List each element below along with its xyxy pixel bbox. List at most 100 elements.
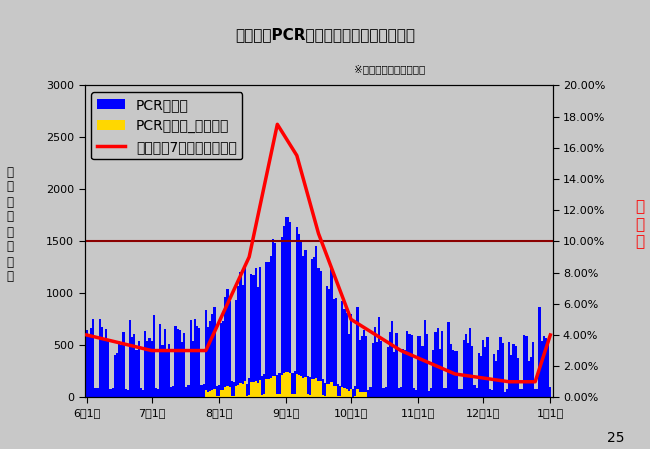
- Bar: [96, 388, 99, 397]
- Bar: [287, 372, 289, 397]
- Bar: [536, 389, 538, 397]
- Bar: [393, 352, 395, 397]
- Bar: [365, 392, 367, 397]
- Bar: [413, 388, 415, 397]
- Bar: [220, 390, 222, 397]
- Bar: [285, 217, 287, 397]
- Bar: [350, 389, 352, 397]
- Bar: [148, 338, 151, 397]
- Bar: [543, 336, 545, 397]
- Bar: [434, 332, 437, 397]
- Bar: [313, 379, 315, 397]
- Bar: [296, 227, 298, 397]
- Bar: [272, 375, 274, 397]
- Bar: [235, 299, 237, 397]
- Bar: [300, 376, 302, 397]
- Bar: [291, 394, 294, 397]
- Bar: [244, 266, 246, 397]
- Bar: [341, 387, 343, 397]
- Bar: [439, 349, 441, 397]
- Bar: [307, 376, 309, 397]
- Bar: [261, 395, 263, 397]
- Bar: [495, 361, 497, 397]
- Bar: [328, 384, 330, 397]
- Bar: [257, 287, 259, 397]
- Bar: [112, 387, 114, 397]
- Bar: [309, 377, 311, 397]
- Bar: [101, 327, 103, 397]
- Bar: [382, 388, 385, 397]
- Bar: [508, 342, 510, 397]
- Bar: [320, 381, 322, 397]
- Bar: [211, 314, 213, 397]
- Bar: [294, 371, 296, 397]
- Bar: [450, 344, 452, 397]
- Bar: [276, 375, 278, 397]
- Bar: [300, 240, 302, 397]
- Bar: [337, 396, 339, 397]
- Bar: [274, 242, 276, 397]
- Bar: [226, 386, 229, 397]
- Bar: [311, 259, 313, 397]
- Bar: [233, 396, 235, 397]
- Bar: [493, 354, 495, 397]
- Bar: [172, 386, 174, 397]
- Text: 25: 25: [606, 431, 624, 445]
- Bar: [541, 342, 543, 397]
- Bar: [380, 341, 382, 397]
- Bar: [330, 382, 333, 397]
- Bar: [224, 387, 226, 397]
- Bar: [445, 387, 447, 397]
- Bar: [302, 378, 304, 397]
- Bar: [326, 286, 328, 397]
- 陽性率（7日間移動平均）: [274, 122, 281, 127]
- Bar: [235, 386, 237, 397]
- Bar: [125, 389, 127, 397]
- Bar: [302, 256, 304, 397]
- Bar: [146, 341, 148, 397]
- Bar: [153, 315, 155, 397]
- 陽性率（7日間移動平均）: [267, 152, 275, 158]
- Bar: [369, 387, 372, 397]
- Bar: [268, 262, 270, 397]
- Bar: [187, 385, 190, 397]
- Bar: [333, 299, 335, 397]
- Bar: [259, 267, 261, 397]
- Bar: [226, 289, 229, 397]
- Bar: [480, 356, 482, 397]
- Bar: [341, 301, 343, 397]
- Bar: [289, 222, 291, 397]
- Legend: PCR検査数, PCR検査数_陽性確認, 陽性率（7日間移動平均）: PCR検査数, PCR検査数_陽性確認, 陽性率（7日間移動平均）: [92, 92, 242, 159]
- Text: 検
査
件
数
・
陽
性
数: 検 査 件 数 ・ 陽 性 数: [6, 166, 13, 283]
- Bar: [528, 361, 530, 397]
- Bar: [326, 383, 328, 397]
- Bar: [209, 391, 211, 397]
- Bar: [443, 388, 445, 397]
- Bar: [294, 394, 296, 397]
- Bar: [237, 286, 239, 397]
- Bar: [92, 319, 94, 397]
- Bar: [519, 389, 521, 397]
- Bar: [343, 388, 346, 397]
- Bar: [157, 389, 159, 397]
- Bar: [309, 395, 311, 397]
- Bar: [317, 381, 320, 397]
- Bar: [339, 386, 341, 397]
- Bar: [129, 320, 131, 397]
- Bar: [109, 389, 112, 397]
- Bar: [395, 333, 398, 397]
- Bar: [356, 389, 359, 397]
- Bar: [138, 341, 140, 397]
- Bar: [103, 340, 105, 397]
- Bar: [144, 331, 146, 397]
- Bar: [278, 373, 281, 397]
- Bar: [456, 351, 458, 397]
- Bar: [114, 355, 116, 397]
- Bar: [463, 340, 465, 397]
- Bar: [220, 322, 222, 397]
- Bar: [268, 379, 270, 397]
- Bar: [127, 390, 129, 397]
- Bar: [510, 355, 512, 397]
- Bar: [285, 372, 287, 397]
- Bar: [317, 268, 320, 397]
